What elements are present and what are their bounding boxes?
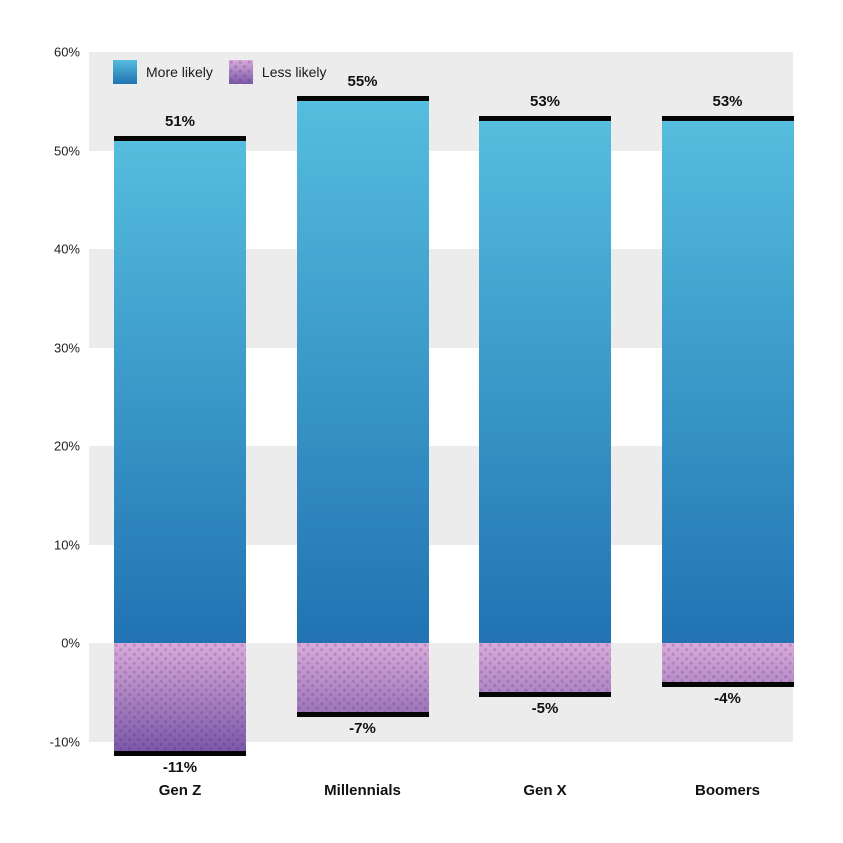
y-axis-tick-label: 40% xyxy=(53,241,80,257)
less-likely-swatch-icon xyxy=(228,60,253,84)
bar-cap-bottom-millennials xyxy=(296,711,429,717)
category-label-millennials: Millennials xyxy=(324,782,401,799)
bar-cap-top-boomers xyxy=(661,115,794,121)
legend-item-more-likely: More likely xyxy=(113,60,213,84)
category-label-gen-z: Gen Z xyxy=(158,782,202,799)
category-label-gen-x: Gen X xyxy=(523,782,567,799)
bar-more-likely-boomers xyxy=(661,120,794,643)
data-label-more-likely-gen-z: 51% xyxy=(164,112,196,130)
bar-less-likely-gen-x xyxy=(479,643,611,693)
data-label-less-likely-gen-z: -11% xyxy=(162,759,198,777)
bar-less-likely-gen-z xyxy=(114,643,246,752)
bar-cap-top-gen-x xyxy=(479,115,611,121)
bar-more-likely-millennials xyxy=(296,101,429,643)
bar-less-likely-boomers xyxy=(661,643,794,683)
data-label-less-likely-millennials: -7% xyxy=(349,719,376,737)
data-label-less-likely-gen-x: -5% xyxy=(531,700,559,718)
y-axis-tick-label: 10% xyxy=(53,537,80,552)
y-axis-tick-label: 50% xyxy=(53,143,80,158)
bar-less-likely-millennials xyxy=(296,643,429,712)
bar-cap-top-millennials xyxy=(296,96,429,102)
y-axis-tick-label: 20% xyxy=(53,438,80,454)
data-label-more-likely-gen-x: 53% xyxy=(529,92,561,110)
bar-more-likely-gen-z xyxy=(114,140,246,643)
legend-item-less-likely: Less likely xyxy=(228,60,327,84)
y-axis-tick-label: 60% xyxy=(53,44,80,60)
bar-cap-bottom-gen-x xyxy=(479,692,611,698)
y-axis-tick-label: 30% xyxy=(53,340,80,355)
bar-cap-bottom-boomers xyxy=(661,682,794,688)
more-likely-swatch-icon xyxy=(113,60,137,84)
bar-cap-bottom-gen-z xyxy=(114,751,246,757)
y-axis-tick-label: -10% xyxy=(49,734,80,749)
data-label-more-likely-boomers: 53% xyxy=(712,92,743,110)
legend: More likely Less likely xyxy=(113,60,343,84)
legend-label-more-likely: More likely xyxy=(146,64,213,80)
bar-cap-top-gen-z xyxy=(114,135,246,141)
category-label-boomers: Boomers xyxy=(694,782,761,799)
bar-more-likely-gen-x xyxy=(479,120,611,643)
y-axis-tick-label: 0% xyxy=(61,635,80,651)
data-label-more-likely-millennials: 55% xyxy=(347,73,378,91)
legend-label-less-likely: Less likely xyxy=(261,64,327,80)
data-label-less-likely-boomers: -4% xyxy=(714,690,741,708)
